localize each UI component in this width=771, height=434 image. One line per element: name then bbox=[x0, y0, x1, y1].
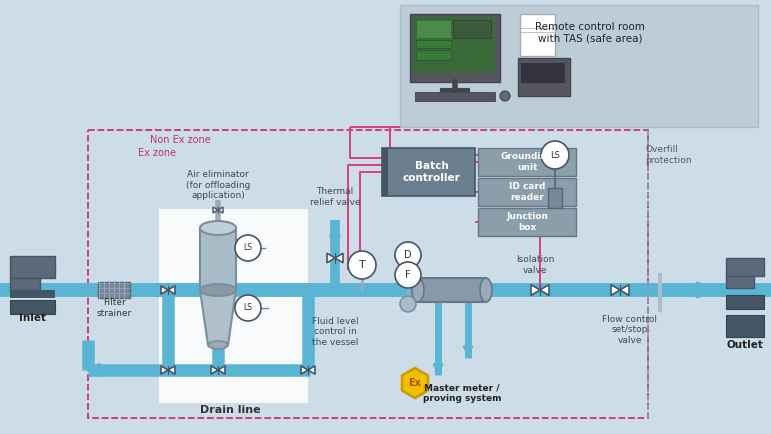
Ellipse shape bbox=[208, 341, 228, 349]
Bar bbox=[415, 92, 495, 101]
Bar bbox=[478, 208, 576, 236]
Bar bbox=[726, 258, 764, 276]
Ellipse shape bbox=[480, 278, 492, 302]
Polygon shape bbox=[161, 366, 175, 374]
Text: Batch
controller: Batch controller bbox=[402, 161, 460, 183]
Text: Flow control
set/stop
valve: Flow control set/stop valve bbox=[602, 315, 658, 345]
Polygon shape bbox=[211, 366, 225, 374]
Text: Filter
strainer: Filter strainer bbox=[96, 298, 132, 318]
Text: Remote control room
with TAS (safe area): Remote control room with TAS (safe area) bbox=[535, 22, 645, 43]
Text: Air eliminator
(for offloading
application): Air eliminator (for offloading applicati… bbox=[186, 170, 250, 200]
Text: Inlet: Inlet bbox=[19, 313, 45, 323]
Ellipse shape bbox=[200, 221, 236, 235]
Text: F: F bbox=[406, 270, 411, 280]
Bar bbox=[726, 315, 764, 337]
Circle shape bbox=[500, 91, 510, 101]
Bar bbox=[10, 290, 55, 298]
Circle shape bbox=[235, 295, 261, 321]
Polygon shape bbox=[301, 366, 315, 374]
Polygon shape bbox=[161, 286, 175, 294]
Text: Ex zone: Ex zone bbox=[138, 148, 176, 158]
Bar bbox=[418, 278, 486, 302]
Bar bbox=[200, 228, 236, 290]
Circle shape bbox=[395, 242, 421, 268]
Bar bbox=[382, 148, 388, 196]
Bar bbox=[416, 20, 451, 38]
Bar bbox=[98, 282, 130, 298]
Bar bbox=[478, 148, 576, 176]
Bar bbox=[10, 256, 55, 278]
Polygon shape bbox=[213, 207, 223, 213]
Bar bbox=[520, 14, 555, 56]
Text: LS: LS bbox=[550, 151, 560, 160]
Circle shape bbox=[235, 235, 261, 261]
Text: D: D bbox=[404, 250, 412, 260]
Text: Isolation
valve: Isolation valve bbox=[516, 255, 554, 275]
Bar bbox=[410, 14, 500, 82]
Bar bbox=[726, 276, 754, 288]
Polygon shape bbox=[531, 285, 549, 296]
Bar bbox=[10, 278, 40, 290]
Bar bbox=[88, 130, 648, 418]
Polygon shape bbox=[402, 368, 428, 398]
Bar bbox=[382, 148, 475, 196]
Bar bbox=[726, 295, 764, 309]
Circle shape bbox=[541, 141, 569, 169]
Polygon shape bbox=[200, 290, 236, 345]
Text: Grounding
unit: Grounding unit bbox=[500, 152, 554, 172]
Bar bbox=[158, 208, 308, 403]
Text: Drain line: Drain line bbox=[200, 405, 261, 415]
Text: LS: LS bbox=[244, 303, 252, 312]
Bar bbox=[518, 58, 570, 96]
Text: Thermal
relief valve: Thermal relief valve bbox=[310, 187, 360, 207]
Text: T: T bbox=[359, 260, 365, 270]
Ellipse shape bbox=[412, 278, 424, 302]
Bar bbox=[10, 300, 55, 314]
Bar bbox=[400, 5, 758, 127]
Text: Overfill
protection: Overfill protection bbox=[645, 145, 692, 164]
Bar bbox=[413, 17, 495, 73]
Text: Master meter /
proving system: Master meter / proving system bbox=[423, 383, 501, 403]
Text: Ex: Ex bbox=[409, 378, 422, 388]
Polygon shape bbox=[611, 285, 629, 296]
Circle shape bbox=[395, 262, 421, 288]
Text: Outlet: Outlet bbox=[726, 340, 763, 350]
Text: LS: LS bbox=[244, 243, 252, 253]
Bar bbox=[453, 20, 491, 38]
Polygon shape bbox=[327, 253, 343, 263]
Text: ID card
reader: ID card reader bbox=[509, 182, 545, 202]
Ellipse shape bbox=[200, 284, 236, 296]
Bar bbox=[416, 40, 451, 48]
Bar bbox=[548, 188, 562, 208]
Circle shape bbox=[348, 251, 376, 279]
Circle shape bbox=[400, 296, 416, 312]
Text: Non Ex zone: Non Ex zone bbox=[150, 135, 210, 145]
Bar bbox=[478, 178, 576, 206]
Text: Fluid level
control in
the vessel: Fluid level control in the vessel bbox=[311, 317, 359, 347]
Bar bbox=[521, 63, 565, 83]
Bar bbox=[416, 50, 451, 60]
Text: Junction
box: Junction box bbox=[506, 212, 548, 232]
